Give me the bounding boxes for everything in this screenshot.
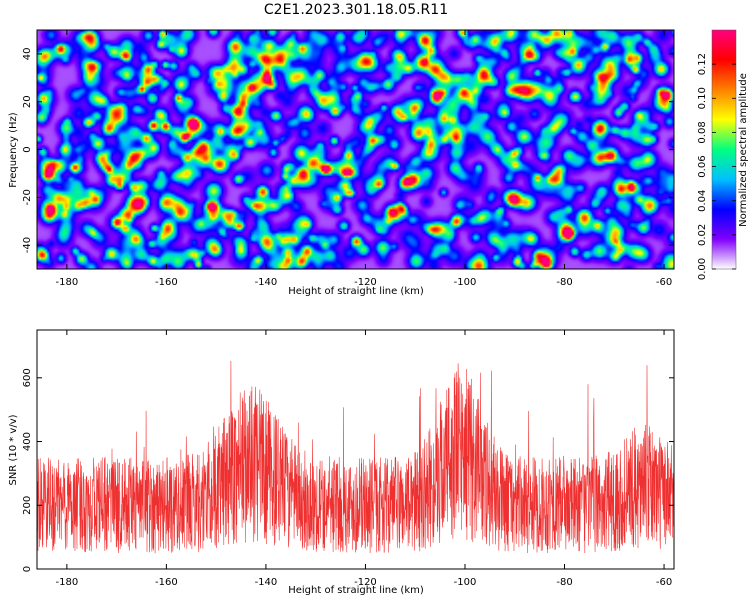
snr-x-tick-label: -60 — [656, 577, 672, 588]
colorbar: 0.00 0.02 0.04 0.06 0.08 0.10 0.12 Normalized … — [697, 29, 749, 280]
snr-x-tick-label: -80 — [556, 577, 572, 588]
snr-frame — [36, 329, 675, 570]
spectrogram-x-axis-label: Height of straight line (km) — [288, 286, 424, 297]
colorbar-tick-label: 0.02 — [697, 224, 708, 246]
spectrogram-y-tick-label: 20 — [22, 95, 33, 108]
spectrogram-x-tick-label: -160 — [155, 277, 178, 288]
snr-y-ticks: 0 200 400 600 — [22, 368, 674, 572]
spectrogram-y-axis-label: Frequency (Hz) — [8, 112, 19, 188]
snr-x-tick-label: -160 — [155, 577, 178, 588]
colorbar-tick-label: 0.06 — [697, 155, 708, 177]
spectrogram-y-tick-label: -40 — [22, 237, 33, 253]
spectrogram-y-ticks: -40 -20 0 20 40 — [22, 48, 674, 253]
snr-y-tick-label: 0 — [22, 566, 33, 572]
spectrogram-x-tick-label: -180 — [56, 277, 79, 288]
spectrogram-y-tick-label: 40 — [22, 48, 33, 61]
snr-y-tick-label: 200 — [22, 496, 33, 515]
snr-y-axis-label: SNR (10 * v/v) — [8, 414, 19, 485]
snr-y-tick-label: 600 — [22, 368, 33, 387]
spectrogram-panel: -180 -160 -140 -120 -100 -80 -60 -40 -20 0 20 40 H… — [8, 29, 675, 297]
snr-x-tick-label: -120 — [354, 577, 377, 588]
snr-x-ticks: -180 -160 -140 -120 -100 -80 -60 — [56, 330, 672, 588]
spectrogram-x-ticks: -180 -160 -140 -120 -100 -80 -60 — [56, 30, 672, 288]
snr-x-tick-label: -180 — [56, 577, 79, 588]
colorbar-tick-label: 0.08 — [697, 121, 708, 143]
spectrogram-x-tick-label: -140 — [255, 277, 278, 288]
spectrogram-x-tick-label: -100 — [454, 277, 477, 288]
snr-x-tick-label: -100 — [454, 577, 477, 588]
colorbar-label: Normalized spectral amplitude — [738, 73, 749, 227]
snr-x-axis-label: Height of straight line (km) — [288, 585, 424, 596]
colorbar-ticks: 0.00 0.02 0.04 0.06 0.08 0.10 0.12 — [697, 53, 736, 280]
spectrogram-heatmap — [37, 30, 674, 269]
colorbar-tick-label: 0.10 — [697, 87, 708, 109]
colorbar-tick-label: 0.00 — [697, 258, 708, 280]
snr-series-line — [36, 360, 675, 554]
spectrogram-x-tick-label: -60 — [656, 277, 672, 288]
snr-x-tick-label: -140 — [255, 577, 278, 588]
spectrogram-y-tick-label: 0 — [22, 146, 33, 152]
colorbar-tick-label: 0.12 — [697, 53, 708, 75]
spectrogram-x-tick-label: -80 — [556, 277, 572, 288]
colorbar-frame — [711, 29, 737, 270]
spectrogram-y-tick-label: -20 — [22, 189, 33, 205]
colorbar-tick-label: 0.04 — [697, 190, 708, 212]
snr-panel: -180 -160 -140 -120 -100 -80 -60 0 200 400 600 He… — [8, 329, 675, 596]
colorbar-gradient — [712, 30, 736, 269]
snr-y-tick-label: 400 — [22, 432, 33, 451]
figure-title: C2E1.2023.301.18.05.R11 — [264, 2, 448, 18]
spectrogram-x-tick-label: -120 — [354, 277, 377, 288]
